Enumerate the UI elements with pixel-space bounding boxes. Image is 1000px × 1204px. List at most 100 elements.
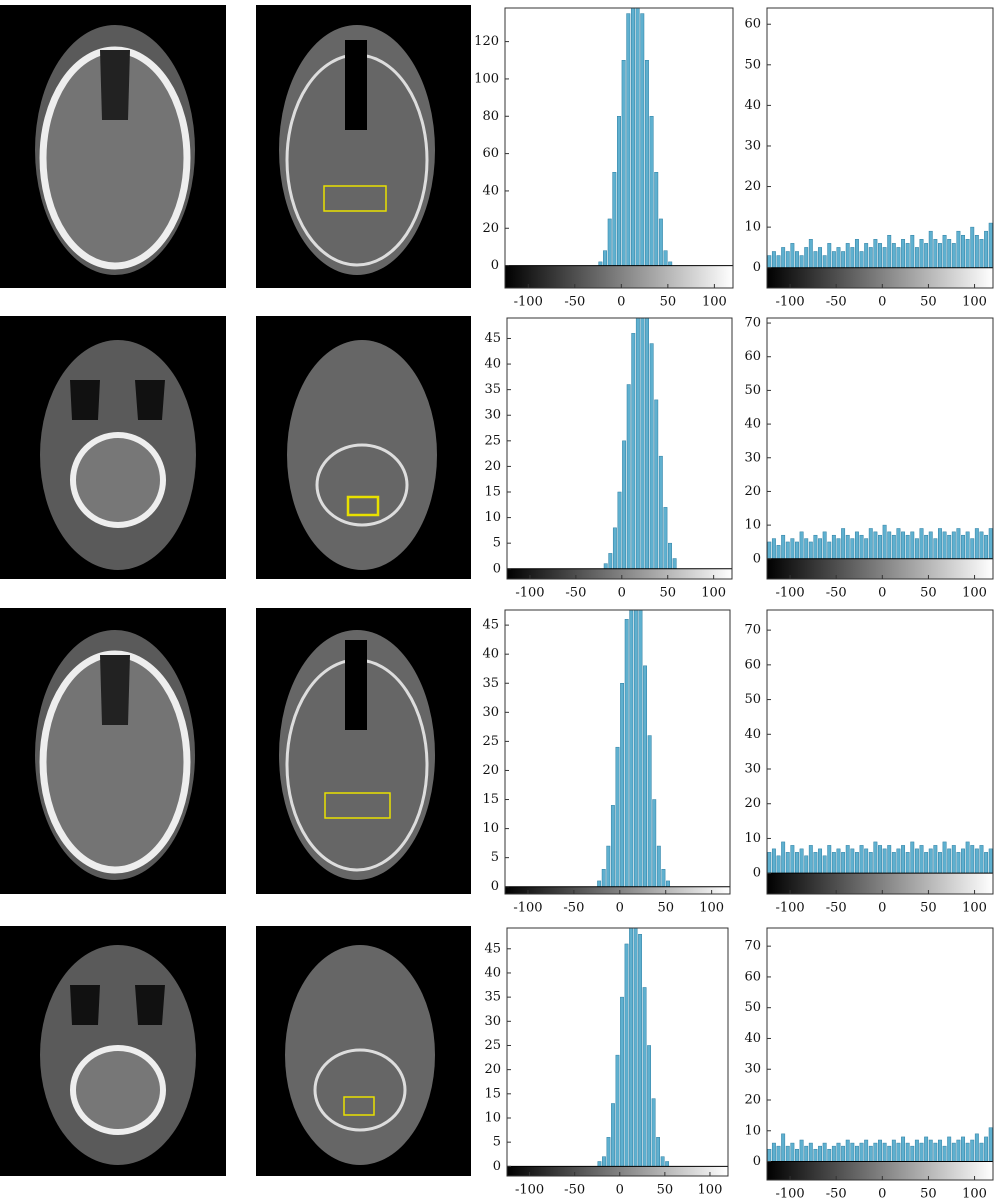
x-tick-label: 100	[698, 1183, 723, 1198]
bar	[799, 531, 804, 560]
bar	[626, 13, 631, 266]
y-tick-label: 10	[744, 220, 761, 235]
bar	[924, 243, 929, 268]
bar	[822, 855, 827, 874]
x-tick-label: 50	[657, 1183, 674, 1198]
bar	[919, 1142, 924, 1162]
bar	[818, 848, 822, 874]
x-tick-label: -50	[565, 586, 586, 601]
bar	[896, 1142, 901, 1162]
y-tick-label: 100	[474, 71, 499, 86]
bar	[633, 928, 638, 1167]
x-tick-label: -100	[513, 901, 542, 916]
bar	[781, 247, 786, 268]
x-tick-label: 50	[920, 295, 937, 310]
bar	[624, 619, 629, 887]
y-tick-label: 0	[753, 866, 761, 881]
bar	[984, 852, 989, 874]
bar	[933, 538, 938, 560]
y-tick-label: 60	[744, 349, 761, 364]
x-tick-label: 0	[616, 1183, 624, 1198]
y-tick-label: 40	[744, 417, 761, 432]
bar	[938, 1139, 942, 1162]
bar	[638, 610, 643, 887]
bar	[608, 553, 613, 570]
y-tick-label: 20	[482, 763, 499, 778]
x-tick-label: -100	[514, 295, 543, 310]
segmented-image	[256, 316, 471, 579]
bar	[887, 234, 892, 268]
bar	[887, 531, 892, 560]
bar	[666, 880, 670, 887]
bar	[882, 524, 887, 560]
bar	[951, 845, 956, 874]
bar	[771, 538, 776, 560]
y-tick-label: 20	[484, 1062, 501, 1077]
bar	[658, 455, 663, 570]
y-tick-label: 10	[744, 1123, 761, 1138]
y-tick-label: 40	[482, 647, 499, 662]
y-tick-label: 30	[744, 1062, 761, 1077]
x-tick-label: 50	[920, 1187, 937, 1202]
x-tick-label: -50	[563, 901, 584, 916]
plot-area	[767, 928, 993, 1180]
bar	[910, 841, 915, 874]
bar	[984, 1136, 989, 1162]
bar	[635, 318, 640, 570]
y-tick-label: 15	[482, 792, 499, 807]
bar	[606, 1137, 611, 1167]
bar	[914, 1139, 919, 1162]
bar	[891, 534, 896, 560]
y-tick-label: 20	[744, 796, 761, 811]
y-tick-label: 60	[744, 17, 761, 32]
bar	[836, 247, 841, 268]
bar	[831, 1145, 836, 1162]
y-tick-label: 0	[493, 1159, 501, 1174]
bar	[836, 538, 841, 560]
bar	[804, 247, 809, 268]
bar	[905, 243, 910, 268]
bar	[808, 239, 813, 268]
bar	[597, 1161, 602, 1167]
bar	[988, 1127, 993, 1162]
y-tick-label: 45	[484, 941, 501, 956]
bar	[873, 531, 878, 560]
bar	[822, 531, 827, 560]
bar	[651, 1098, 656, 1167]
y-tick-label: 30	[482, 705, 499, 720]
x-tick-label: 100	[699, 901, 724, 916]
bar	[901, 845, 906, 874]
bar	[988, 222, 993, 268]
bar	[647, 1045, 651, 1167]
x-tick-label: -50	[564, 1183, 585, 1198]
bar	[767, 852, 772, 874]
bar	[965, 239, 970, 268]
colorbar	[767, 1161, 993, 1180]
plot-area	[767, 8, 993, 288]
bar	[887, 1145, 892, 1162]
y-tick-label: 50	[744, 1000, 761, 1015]
bar	[854, 852, 859, 874]
bar	[979, 531, 984, 560]
x-tick-label: 50	[660, 295, 677, 310]
x-tick-label: -50	[826, 295, 847, 310]
plot-frame	[766, 7, 994, 289]
y-tick-label: 30	[744, 138, 761, 153]
bar	[933, 1142, 938, 1162]
y-tick-label: 10	[482, 821, 499, 836]
bar	[965, 841, 970, 874]
bar	[970, 845, 975, 874]
bars	[767, 841, 993, 874]
y-tick-label: 25	[482, 734, 499, 749]
bar	[905, 852, 910, 874]
y-tick-label: 40	[484, 357, 501, 372]
bar	[891, 852, 896, 874]
bar	[831, 251, 836, 268]
bar	[956, 528, 961, 560]
colorbar	[505, 886, 730, 894]
bar	[951, 1142, 956, 1162]
bar	[864, 538, 869, 560]
bar	[841, 1145, 846, 1162]
bar	[961, 234, 965, 268]
bar	[822, 1142, 827, 1162]
